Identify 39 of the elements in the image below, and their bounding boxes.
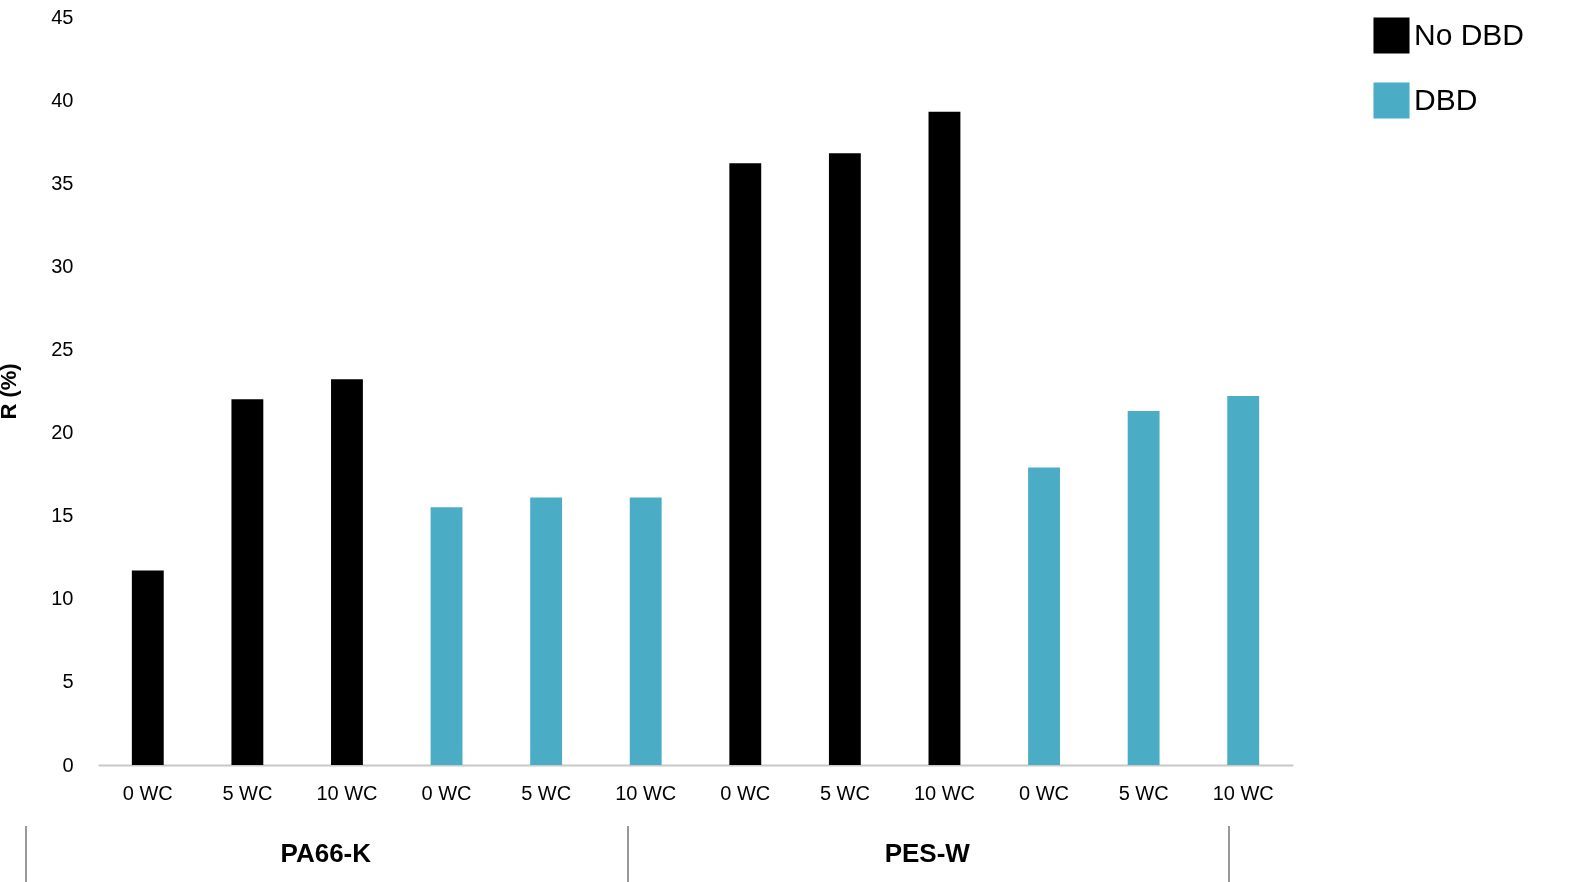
x-tick-label: 0 WC [421, 781, 472, 804]
bar [629, 497, 662, 765]
legend-label: DBD [1414, 82, 1478, 116]
x-tick-label: 5 WC [222, 781, 273, 804]
x-tick-label: 5 WC [819, 781, 870, 804]
y-tick-label: 40 [51, 88, 74, 111]
text: PES-W [884, 838, 970, 869]
text: PA66-K [280, 838, 372, 869]
y-tick-label: 0 [62, 753, 74, 776]
y-tick-label: 15 [51, 504, 74, 527]
bar [430, 507, 463, 765]
x-tick-label: 0 WC [1019, 781, 1070, 804]
y-tick-label: 25 [51, 337, 74, 360]
legend-label: No DBD [1414, 17, 1525, 51]
x-tick-label: 5 WC [521, 781, 572, 804]
bar [131, 570, 164, 765]
x-tick-label: 0 WC [122, 781, 173, 804]
y-tick-label: 10 [51, 587, 74, 610]
x-tick-label: 10 WC [913, 781, 976, 804]
bar [331, 379, 363, 765]
bar [729, 163, 762, 765]
bar [828, 153, 861, 765]
y-axis-title: R (%) [0, 363, 22, 420]
y-tick-label: 20 [51, 421, 74, 444]
x-tick-label: 10 WC [615, 781, 677, 804]
y-tick-label: 45 [51, 5, 74, 28]
x-tick-label: 10 WC [1212, 781, 1274, 804]
x-tick-label: 0 WC [720, 781, 771, 804]
y-tick-label: 30 [51, 254, 74, 277]
y-tick-label: 35 [51, 171, 74, 194]
bar [530, 497, 563, 765]
bar [1227, 395, 1260, 765]
x-tick-label: 5 WC [1118, 781, 1169, 804]
bar [1127, 410, 1160, 765]
bar [1028, 467, 1060, 765]
bar [231, 399, 264, 765]
x-tick-label: 10 WC [316, 781, 378, 804]
bar [928, 111, 961, 765]
y-tick-label: 5 [62, 670, 74, 693]
